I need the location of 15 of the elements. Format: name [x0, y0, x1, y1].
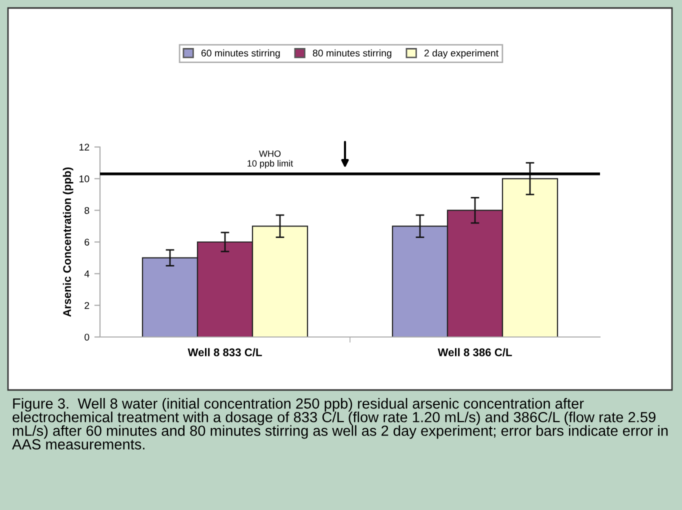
- x-tick-label: Well 8 833 C/L: [188, 348, 262, 356]
- x-tick-label: Well 8 386 C/L: [438, 348, 512, 356]
- y-tick-label: 4: [84, 270, 90, 278]
- y-tick-label: 10: [80, 175, 90, 182]
- ref-line-label: WHO 10 ppb limit: [248, 150, 294, 168]
- legend-label: 80 minutes stirring: [312, 49, 392, 58]
- y-axis-title: Arsenic Concentration (ppb): [62, 168, 74, 317]
- y-tick-label: 6: [84, 238, 90, 246]
- y-tick-label: 12: [80, 144, 90, 151]
- y-tick-label: 8: [84, 207, 90, 214]
- y-tick-label: 2: [84, 302, 90, 309]
- y-tick-label: 0: [84, 334, 90, 341]
- caption: Figure 3. Well 8 water (initial concentration 250 ppb) residual arsenic concentration after electrochemical treatment with a dosage of 833 C/L (flow rate 1.20 mL/s) and 386C/L (flow rate 2.59 mL/s) after 60 minutes and 80 minutes stirring as well as 2 day experiment; error bars indicate error in AAS measurements.: [12, 398, 668, 450]
- legend-label: 60 minutes stirring: [201, 49, 280, 58]
- legend-label: 2 day experiment: [424, 49, 498, 58]
